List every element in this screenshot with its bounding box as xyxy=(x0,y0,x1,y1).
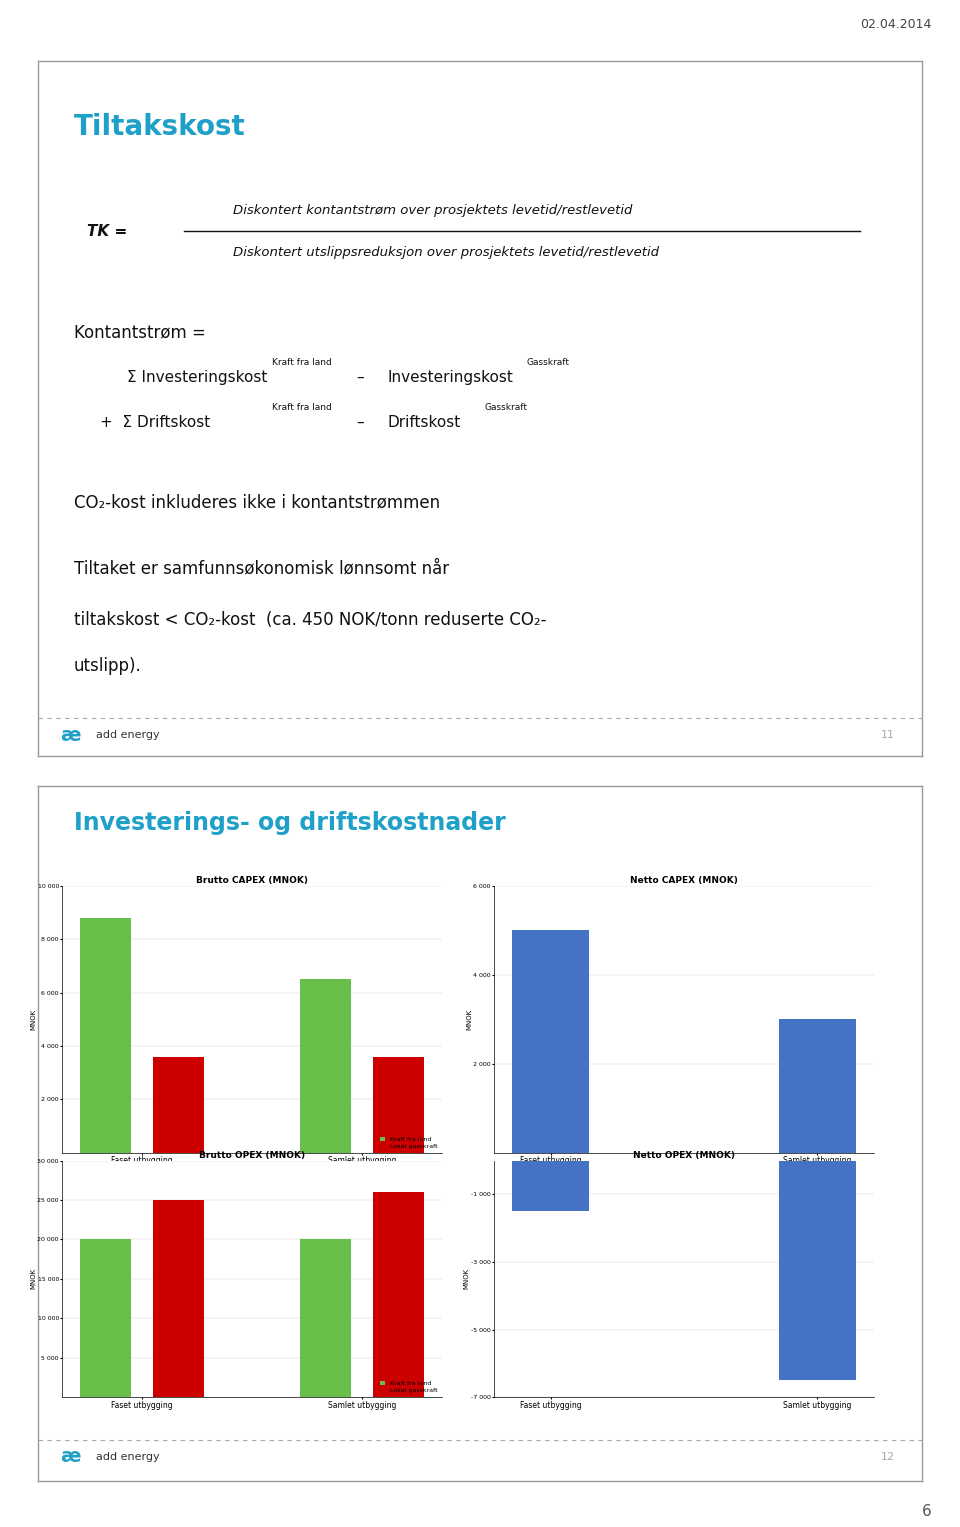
Y-axis label: MNOK: MNOK xyxy=(30,1009,36,1029)
Text: 11: 11 xyxy=(881,730,895,741)
Title: Netto OPEX (MNOK): Netto OPEX (MNOK) xyxy=(633,1151,735,1159)
Text: Investerings- og driftskostnader: Investerings- og driftskostnader xyxy=(74,811,506,835)
Text: Investeringskost: Investeringskost xyxy=(387,370,514,385)
Bar xyxy=(153,1200,204,1397)
Text: Tiltakskost: Tiltakskost xyxy=(74,113,246,140)
Title: Brutto CAPEX (MNOK): Brutto CAPEX (MNOK) xyxy=(196,876,308,884)
Bar xyxy=(300,979,351,1153)
Text: Driftskost: Driftskost xyxy=(387,415,461,431)
Text: TK =: TK = xyxy=(87,224,128,238)
Bar xyxy=(512,930,589,1153)
Text: –: – xyxy=(356,415,364,431)
Title: Brutto OPEX (MNOK): Brutto OPEX (MNOK) xyxy=(199,1151,305,1159)
Text: Diskontert kontantstrøm over prosjektets levetid/restlevetid: Diskontert kontantstrøm over prosjektets… xyxy=(232,205,632,217)
Legend: Kraft fra land, Lokal gasskraft: Kraft fra land, Lokal gasskraft xyxy=(378,1135,439,1150)
Bar xyxy=(512,1161,589,1211)
Text: Σ Investeringskost: Σ Investeringskost xyxy=(127,370,267,385)
Legend: Kraft fra land, Lokal gasskraft: Kraft fra land, Lokal gasskraft xyxy=(378,1379,439,1394)
Text: Kontantstrøm =: Kontantstrøm = xyxy=(74,324,205,341)
Bar xyxy=(779,1020,856,1153)
Bar xyxy=(779,1161,856,1380)
Text: æ: æ xyxy=(60,725,81,745)
Bar xyxy=(80,1240,131,1397)
Text: CO₂-kost inkluderes ikke i kontantstrømmen: CO₂-kost inkluderes ikke i kontantstrømm… xyxy=(74,493,440,512)
Text: Kraft fra land: Kraft fra land xyxy=(273,359,332,366)
Text: 12: 12 xyxy=(881,1452,895,1461)
Bar xyxy=(80,918,131,1153)
Text: 6: 6 xyxy=(922,1504,931,1519)
Text: add energy: add energy xyxy=(96,1452,159,1461)
Text: 02.04.2014: 02.04.2014 xyxy=(860,18,931,32)
Text: Tiltaket er samfunnsøkonomisk lønnsomt når: Tiltaket er samfunnsøkonomisk lønnsomt n… xyxy=(74,559,449,577)
Text: add energy: add energy xyxy=(96,730,159,741)
Text: Gasskraft: Gasskraft xyxy=(527,359,570,366)
Text: Kraft fra land: Kraft fra land xyxy=(273,403,332,412)
Title: Netto CAPEX (MNOK): Netto CAPEX (MNOK) xyxy=(630,876,738,884)
Y-axis label: MNOK: MNOK xyxy=(30,1269,36,1289)
Text: –: – xyxy=(356,370,364,385)
Bar xyxy=(153,1057,204,1153)
Text: tiltakskost < CO₂-kost  (ca. 450 NOK/tonn reduserte CO₂-: tiltakskost < CO₂-kost (ca. 450 NOK/tonn… xyxy=(74,611,546,629)
Text: Diskontert utslippsreduksjon over prosjektets levetid/restlevetid: Diskontert utslippsreduksjon over prosje… xyxy=(232,246,659,258)
Y-axis label: MNOK: MNOK xyxy=(464,1269,469,1289)
Text: utslipp).: utslipp). xyxy=(74,657,141,675)
Bar xyxy=(300,1240,351,1397)
Bar xyxy=(373,1193,424,1397)
Y-axis label: MNOK: MNOK xyxy=(466,1009,472,1029)
Text: æ: æ xyxy=(60,1448,81,1466)
Text: Gasskraft: Gasskraft xyxy=(485,403,527,412)
Text: +  Σ Driftskost: + Σ Driftskost xyxy=(100,415,210,431)
Bar xyxy=(373,1057,424,1153)
